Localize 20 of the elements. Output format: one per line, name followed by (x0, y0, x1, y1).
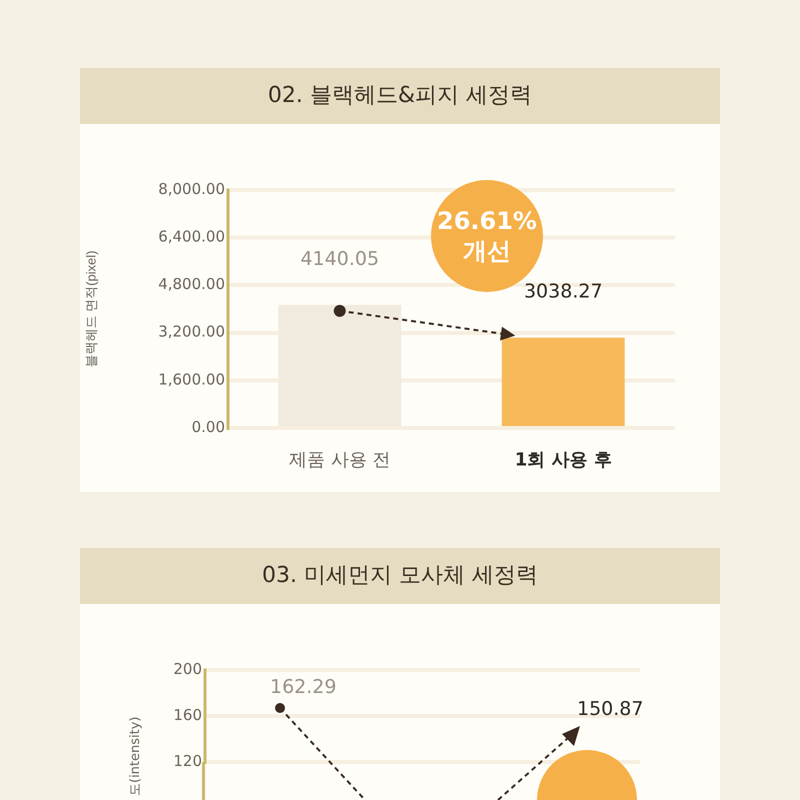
data-label: 3038.27 (524, 280, 603, 303)
annotation: 162.29 (270, 676, 336, 698)
y-tick-label: 120 (173, 752, 202, 770)
y-tick-label: 8,000.00 (158, 180, 225, 198)
y-tick-label: 1,600.00 (158, 370, 225, 388)
y-tick-label: 0.00 (192, 418, 225, 436)
y-tick-label: 4,800.00 (158, 275, 225, 294)
x-tick-label: 제품 사용 전 (289, 449, 390, 470)
y-axis-title: 도(intensity) (127, 716, 144, 796)
data-label: 4140.05 (300, 248, 380, 270)
y-tick-label: 6,400.00 (158, 227, 225, 246)
chart-title: 02. 블랙헤드&피지 세정력 (80, 68, 720, 124)
y-tick-label: 3,200.00 (158, 322, 225, 341)
x-tick-label: 1회 사용 후 (514, 449, 612, 470)
y-tick-label: 160 (173, 706, 202, 724)
chart-title: 03. 미세먼지 모사체 세정력 (80, 548, 720, 604)
annotation: 150.87 (577, 698, 644, 720)
annotation: 26.61% 개선 (437, 207, 537, 265)
y-tick-label: 200 (173, 660, 202, 678)
y-axis-title: 블랙헤드 면적(pixel) (83, 250, 98, 368)
